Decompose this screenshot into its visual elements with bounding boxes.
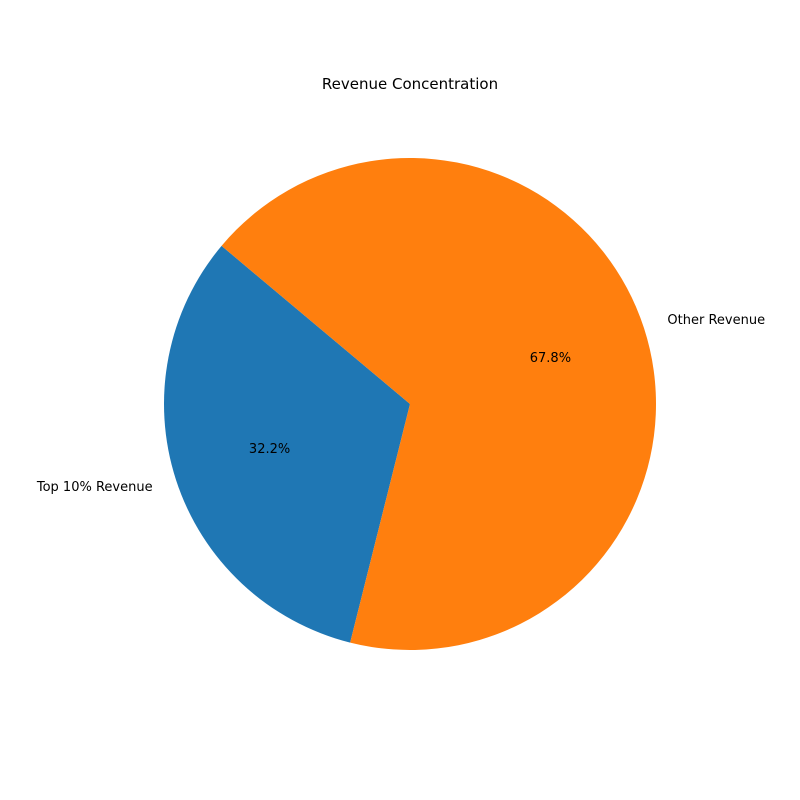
slice-label-0: Top 10% Revenue <box>36 480 153 495</box>
pie-labels: Top 10% Revenue 32.2% Other Revenue 67.8% <box>36 313 765 495</box>
chart-title: Revenue Concentration <box>322 75 498 93</box>
pie-slice-0 <box>164 245 410 643</box>
pie-slice-1 <box>221 158 656 650</box>
pie-slices <box>164 158 656 650</box>
slice-label-1: Other Revenue <box>667 313 765 328</box>
slice-pct-label-1: 67.8% <box>530 351 571 366</box>
slice-pct-label-0: 32.2% <box>249 442 290 457</box>
